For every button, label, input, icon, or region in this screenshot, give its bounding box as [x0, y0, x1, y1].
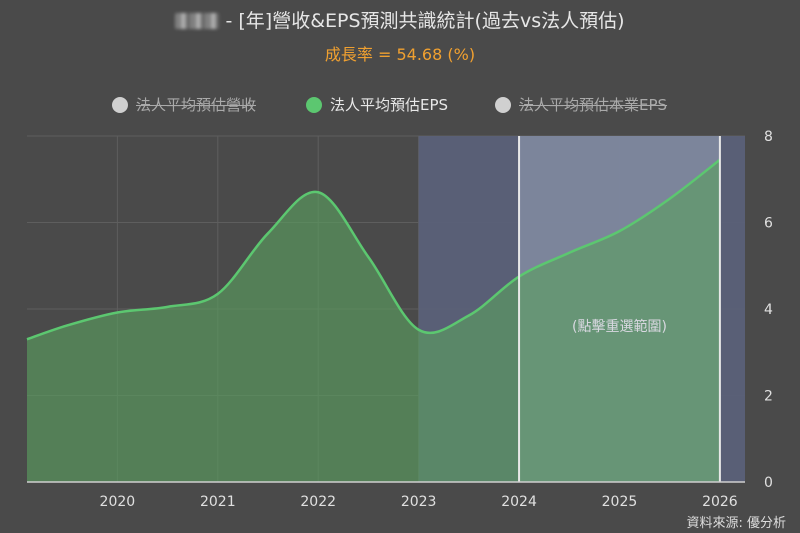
legend-dot-icon — [495, 97, 511, 113]
chart-title: - [年]營收&EPS預測共識統計(過去vs法人預估) — [0, 6, 800, 36]
redacted-company-name — [175, 13, 220, 29]
x-tick-label: 2025 — [602, 494, 638, 510]
legend-dot-icon — [112, 97, 128, 113]
reselect-range-hint: (點擊重選範圍) — [572, 318, 667, 335]
growth-rate: 成長率 = 54.68 (%) — [324, 45, 476, 64]
legend-label: 法人平均預估營收 — [136, 96, 257, 114]
eps-area-fill — [27, 159, 720, 482]
x-tick-label: 2021 — [200, 494, 236, 510]
eps-line — [26, 158, 721, 341]
data-source: 資料來源: 優分析 — [686, 516, 786, 531]
x-tick-label: 2023 — [401, 494, 437, 510]
x-tick-label: 2020 — [100, 494, 136, 510]
chart-title-text: - [年]營收&EPS預測共識統計(過去vs法人預估) — [225, 10, 625, 32]
x-tick-label: 2022 — [300, 494, 336, 510]
y-tick-label: 0 — [764, 475, 773, 491]
legend-label: 法人平均預估本業EPS — [519, 96, 668, 114]
y-tick-label: 8 — [764, 129, 773, 145]
y-tick-label: 4 — [764, 302, 773, 318]
legend-item-eps[interactable]: 法人平均預估EPS — [306, 90, 448, 120]
legend: 法人平均預估營收 法人平均預估EPS 法人平均預估本業EPS — [0, 90, 800, 120]
legend-dot-icon — [306, 97, 322, 113]
y-tick-label: 6 — [764, 216, 773, 232]
legend-item-revenue[interactable]: 法人平均預估營收 — [112, 90, 256, 120]
y-tick-label: 2 — [764, 389, 773, 405]
x-tick-label: 2024 — [501, 494, 537, 510]
legend-label: 法人平均預估EPS — [330, 96, 449, 114]
x-tick-label: 2026 — [702, 494, 738, 510]
legend-item-core-eps[interactable]: 法人平均預估本業EPS — [495, 90, 667, 120]
